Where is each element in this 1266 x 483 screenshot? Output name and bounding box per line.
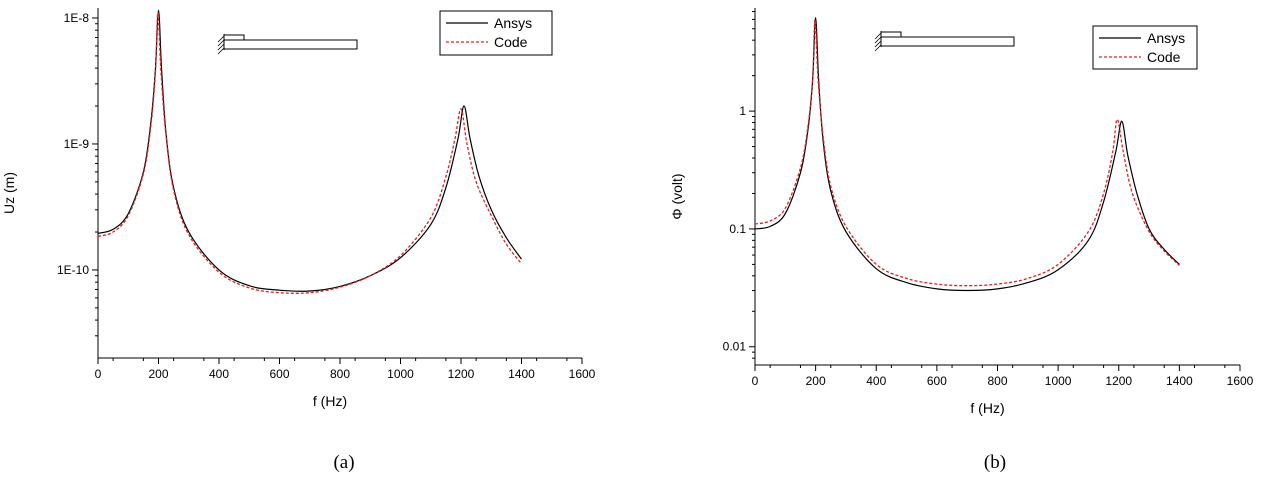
x-axis-label: f (Hz) — [313, 393, 347, 409]
legend-label: Code — [1147, 49, 1181, 65]
series-line-code — [754, 18, 1180, 287]
x-tick-label: 0 — [752, 374, 759, 388]
legend-box — [1092, 25, 1198, 70]
wall-hatch — [874, 32, 882, 40]
x-tick-label: 1200 — [448, 367, 475, 381]
x-tick-label: 1600 — [1227, 374, 1254, 388]
x-tick-label: 800 — [330, 367, 350, 381]
y-tick-label: 1E-10 — [57, 263, 89, 277]
legend-label: Ansys — [1147, 30, 1185, 46]
wall-hatch — [874, 44, 882, 52]
y-tick-label: 0.01 — [723, 340, 747, 354]
chart-panel-b: 0 200 400 600 800 1000 1200 1400 1600 0.01 0.1 1 f (… — [669, 8, 1254, 416]
x-tick-label: 600 — [927, 374, 947, 388]
chart-panel-a: 0 200 400 600 800 1000 1200 1400 1600 1E-10 1E-9 1E… — [1, 8, 596, 409]
y-tick-label: 1E-8 — [64, 11, 90, 25]
piezo-patch — [880, 31, 902, 38]
x-tick-label: 800 — [987, 374, 1007, 388]
caption-a: (a) — [333, 452, 354, 473]
series-line-ansys — [754, 17, 1180, 292]
y-tick-label: 1E-9 — [64, 137, 90, 151]
x-tick-label: 1000 — [1045, 374, 1072, 388]
x-tick-label: 1200 — [1105, 374, 1132, 388]
cantilever-beam-sketch — [874, 31, 1015, 52]
x-tick-label: 1000 — [387, 367, 414, 381]
wall-hatch — [874, 40, 882, 48]
wall-hatch — [217, 35, 225, 43]
x-tick-label: 1400 — [508, 367, 535, 381]
piezo-patch — [223, 34, 245, 41]
y-tick-label: 0.1 — [729, 222, 746, 236]
y-axis-label: Φ (volt) — [669, 173, 685, 219]
legend-box — [439, 10, 553, 56]
wall-hatch — [217, 47, 225, 55]
x-tick-label: 600 — [269, 367, 289, 381]
legend-label: Code — [494, 34, 528, 50]
x-tick-label: 1400 — [1166, 374, 1193, 388]
y-tick-label: 1 — [739, 104, 746, 118]
wall-hatch — [874, 36, 882, 44]
x-tick-label: 400 — [209, 367, 229, 381]
caption-b: (b) — [984, 452, 1006, 473]
x-axis-label: f (Hz) — [970, 400, 1004, 416]
legend-label: Ansys — [494, 15, 532, 31]
x-tick-label: 0 — [95, 367, 102, 381]
wall-hatch — [217, 43, 225, 51]
beam-body — [223, 39, 358, 50]
x-tick-label: 1600 — [569, 367, 596, 381]
cantilever-beam-sketch — [217, 34, 358, 55]
wall-hatch — [217, 39, 225, 47]
y-axis-label: Uz (m) — [1, 172, 17, 214]
x-tick-label: 400 — [866, 374, 886, 388]
x-tick-label: 200 — [148, 367, 168, 381]
beam-body — [880, 36, 1015, 47]
x-tick-label: 200 — [806, 374, 826, 388]
